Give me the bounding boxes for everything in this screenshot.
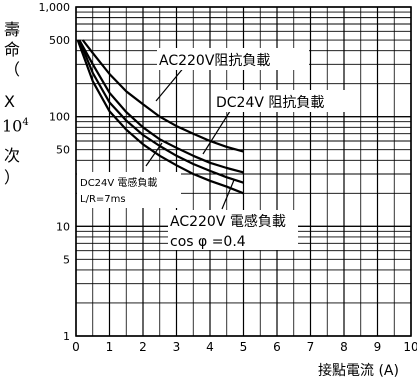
x-tick-label: 6 bbox=[273, 340, 281, 354]
annotation-leader-3 bbox=[145, 142, 163, 167]
y-axis-label-char-1: 壽 bbox=[4, 20, 21, 39]
annotation-leader-4 bbox=[221, 179, 235, 210]
annotation-layer: AC220V阻抗負載 DC24V 阻抗負載 DC24V 電感負載 L/R=7ms AC2… bbox=[77, 48, 359, 250]
annotation-bg-1 bbox=[157, 48, 309, 70]
annotation-bg-2 bbox=[214, 90, 359, 112]
plot-frame bbox=[75, 6, 412, 337]
x-axis-label: 接點電流 (A) bbox=[318, 362, 399, 379]
y-tick-label: 10 bbox=[56, 220, 70, 233]
x-tick-label: 8 bbox=[340, 340, 348, 354]
x-tick-label: 4 bbox=[206, 340, 214, 354]
y-tick-label: 50 bbox=[56, 144, 70, 157]
y-axis-label-ten: 10 bbox=[2, 116, 23, 136]
annotation-label-3-1: DC24V 電感負載 bbox=[80, 176, 157, 189]
x-tick-label: 2 bbox=[139, 340, 147, 354]
annotation-leader-2 bbox=[202, 107, 233, 155]
x-tick-label: 0 bbox=[72, 340, 80, 354]
y-axis-label-char-8: ） bbox=[4, 168, 21, 187]
annotation-label-4-2: cos φ =0.4 bbox=[170, 234, 246, 250]
y-axis-label-unit: 104 bbox=[2, 118, 29, 134]
y-axis-label-char-3: （ bbox=[4, 60, 21, 79]
annotation-bg-4 bbox=[168, 210, 298, 250]
annotation-bg-3 bbox=[77, 172, 181, 208]
x-tick-label: 7 bbox=[307, 340, 315, 354]
y-tick-label: 1,000 bbox=[39, 1, 71, 14]
series-line-1 bbox=[81, 39, 244, 153]
annotation-label-2-1: DC24V 阻抗負載 bbox=[216, 95, 324, 111]
y-axis-label-char-2: 命 bbox=[4, 40, 21, 59]
y-tick-label: 100 bbox=[49, 111, 70, 124]
x-tick-label: 9 bbox=[374, 340, 382, 354]
series-line-4 bbox=[76, 39, 244, 195]
y-axis-label-char-7: 次 bbox=[4, 146, 21, 165]
x-tick-label: 1 bbox=[106, 340, 114, 354]
annotation-label-3-2: L/R=7ms bbox=[80, 194, 126, 205]
y-tick-label: 5 bbox=[63, 253, 70, 266]
y-tick-label: 500 bbox=[49, 34, 70, 47]
grid-major bbox=[75, 6, 412, 337]
x-tick-label: 3 bbox=[173, 340, 181, 354]
x-tick-label: 5 bbox=[240, 340, 248, 354]
y-axis-label-exp: 4 bbox=[22, 117, 29, 128]
x-tick-label: 10 bbox=[403, 340, 417, 354]
series-line-2 bbox=[78, 39, 244, 174]
y-axis-label-char-4: X bbox=[4, 92, 15, 111]
y-tick-label: 1 bbox=[63, 330, 70, 343]
annotation-label-4-1: AC220V 電感負載 bbox=[170, 213, 286, 230]
annotation-label-1-1: AC220V阻抗負載 bbox=[159, 53, 270, 69]
